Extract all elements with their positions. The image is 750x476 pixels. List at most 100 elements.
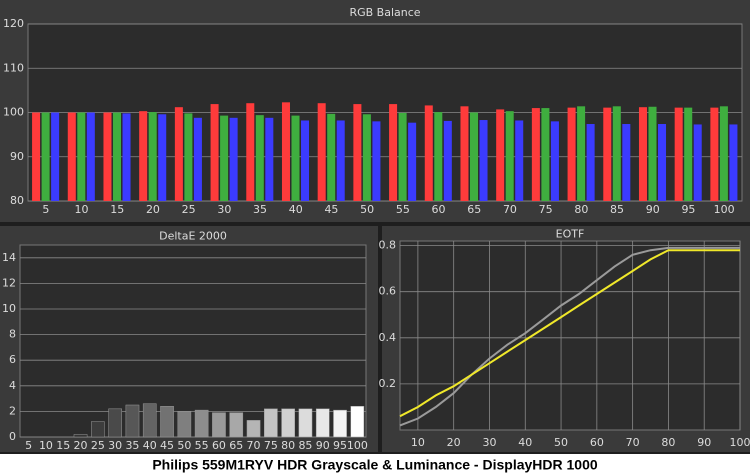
x-tick-label: 20 <box>447 436 461 449</box>
bar <box>291 115 300 201</box>
bar <box>315 408 330 438</box>
x-tick-label: 75 <box>264 439 278 452</box>
x-tick-label: 70 <box>626 436 640 449</box>
x-tick-label: 90 <box>646 203 660 216</box>
x-tick-label: 15 <box>110 203 124 216</box>
bar <box>317 103 326 201</box>
bar <box>229 117 238 201</box>
bar <box>51 112 60 201</box>
bar <box>73 434 88 438</box>
bar <box>398 112 407 201</box>
bar <box>193 117 202 201</box>
y-tick-label: 14 <box>2 251 16 264</box>
bar <box>372 121 381 201</box>
x-tick-label: 55 <box>195 439 209 452</box>
y-tick-label: 12 <box>2 276 16 289</box>
bar <box>408 122 417 201</box>
line <box>399 246 740 427</box>
bar <box>41 112 50 201</box>
x-tick-label: 95 <box>681 203 695 216</box>
bar <box>469 112 479 201</box>
x-tick-label: 55 <box>396 203 410 216</box>
x-tick-label: 85 <box>610 203 624 216</box>
bar <box>174 107 183 201</box>
x-tick-label: 30 <box>482 436 496 449</box>
bar <box>531 108 540 201</box>
x-tick-label: 20 <box>74 439 88 452</box>
bar <box>122 113 131 201</box>
y-tick-label: 90 <box>10 150 24 163</box>
bar <box>246 103 255 201</box>
x-tick-label: 80 <box>661 436 675 449</box>
y-tick-label: 110 <box>3 61 24 74</box>
x-tick-label: 45 <box>324 203 338 216</box>
x-tick-label: 15 <box>56 439 70 452</box>
bar <box>139 111 148 201</box>
bar <box>229 412 244 438</box>
chart-title: RGB Balance <box>349 6 420 19</box>
bar <box>577 106 586 201</box>
x-tick-label: 5 <box>42 203 49 216</box>
bar <box>86 112 95 201</box>
bar <box>567 107 576 201</box>
x-tick-label: 5 <box>25 439 32 452</box>
bar <box>32 112 41 201</box>
bar <box>298 408 313 438</box>
x-tick-label: 100 <box>730 436 750 449</box>
y-tick-label: 10 <box>2 302 16 315</box>
y-tick-label: 0.4 <box>379 331 397 344</box>
line <box>399 249 740 418</box>
y-tick-label: 6 <box>9 353 16 366</box>
chart-title: DeltaE 2000 <box>159 230 227 243</box>
bar <box>586 124 595 201</box>
bar <box>729 124 738 201</box>
x-tick-label: 100 <box>347 439 368 452</box>
x-tick-label: 25 <box>91 439 105 452</box>
bar <box>112 112 122 201</box>
bar <box>160 406 174 438</box>
x-tick-label: 20 <box>146 203 160 216</box>
x-tick-label: 70 <box>247 439 261 452</box>
bar <box>460 106 469 201</box>
bar <box>424 105 433 201</box>
bar <box>177 411 192 438</box>
bar <box>255 115 264 201</box>
bar <box>77 112 86 201</box>
bar <box>333 409 347 438</box>
bar <box>220 115 229 201</box>
bar <box>658 124 667 201</box>
bar <box>281 408 295 438</box>
x-tick-label: 10 <box>411 436 425 449</box>
x-tick-label: 50 <box>360 203 374 216</box>
x-tick-label: 70 <box>503 203 517 216</box>
bar <box>693 124 702 201</box>
bar <box>265 117 274 201</box>
bar <box>505 111 514 201</box>
bar <box>684 107 693 201</box>
x-tick-label: 60 <box>590 436 604 449</box>
caption: Philips 559M1RYV HDR Grayscale & Luminan… <box>152 457 598 473</box>
x-tick-label: 25 <box>182 203 196 216</box>
caption-band <box>0 454 750 476</box>
bar <box>91 421 105 438</box>
bar <box>336 120 345 201</box>
plot-area <box>19 244 367 438</box>
bar <box>389 104 398 201</box>
x-tick-label: 10 <box>39 439 53 452</box>
y-tick-label: 0.2 <box>379 377 397 390</box>
x-tick-label: 80 <box>574 203 588 216</box>
x-tick-label: 65 <box>467 203 481 216</box>
x-tick-label: 90 <box>316 439 330 452</box>
x-tick-label: 60 <box>212 439 226 452</box>
bar <box>496 109 505 201</box>
x-tick-label: 100 <box>714 203 735 216</box>
y-tick-label: 0 <box>9 430 16 443</box>
bar <box>622 124 631 201</box>
x-tick-label: 35 <box>253 203 267 216</box>
bar <box>301 120 310 201</box>
x-tick-label: 85 <box>298 439 312 452</box>
x-tick-label: 90 <box>697 436 711 449</box>
bar <box>648 106 657 201</box>
x-tick-label: 35 <box>125 439 139 452</box>
